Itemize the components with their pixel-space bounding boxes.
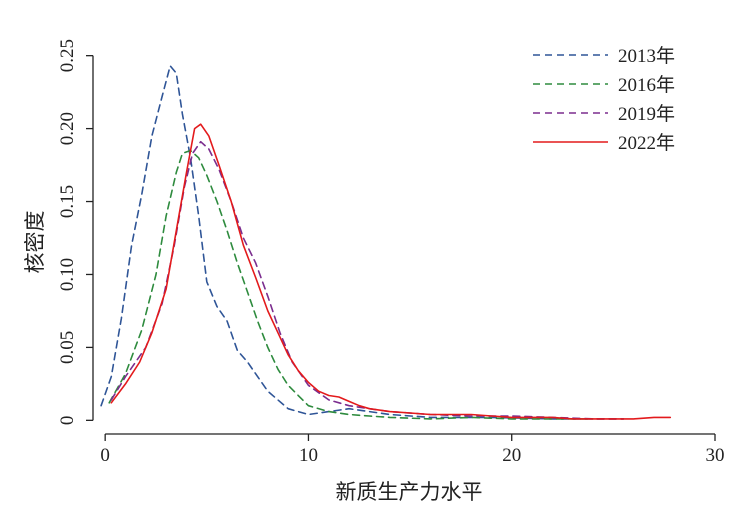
x-axis-title: 新质生产力水平 (336, 480, 483, 504)
legend-label: 2016年 (618, 74, 675, 96)
series-line-3 (110, 140, 625, 420)
x-tick-label: 30 (706, 445, 725, 466)
legend-label: 2013年 (618, 45, 675, 67)
y-tick-label: 0.25 (57, 39, 78, 72)
x-tick-label: 0 (100, 445, 110, 466)
y-tick-label: 0.15 (57, 185, 78, 218)
series-lines (100, 65, 672, 420)
x-tick-label: 20 (502, 445, 521, 466)
legend-label: 2019年 (618, 103, 675, 125)
y-tick-label: 0.20 (57, 112, 78, 145)
y-tick-label: 0 (57, 416, 78, 426)
series-line-4 (110, 123, 672, 420)
legend-label: 2022年 (618, 132, 675, 154)
x-tick-label: 10 (299, 445, 318, 466)
axes: 0 10 20 30 0 0.05 0.10 0.15 0.20 0.25 (57, 39, 725, 466)
y-axis-title: 核密度 (23, 211, 47, 274)
series-line-2 (108, 149, 594, 420)
series-line-1 (100, 65, 625, 420)
legend: 2013年 2016年 2019年 2022年 (533, 45, 675, 154)
y-tick-label: 0.10 (57, 258, 78, 291)
y-tick-label: 0.05 (57, 331, 78, 364)
